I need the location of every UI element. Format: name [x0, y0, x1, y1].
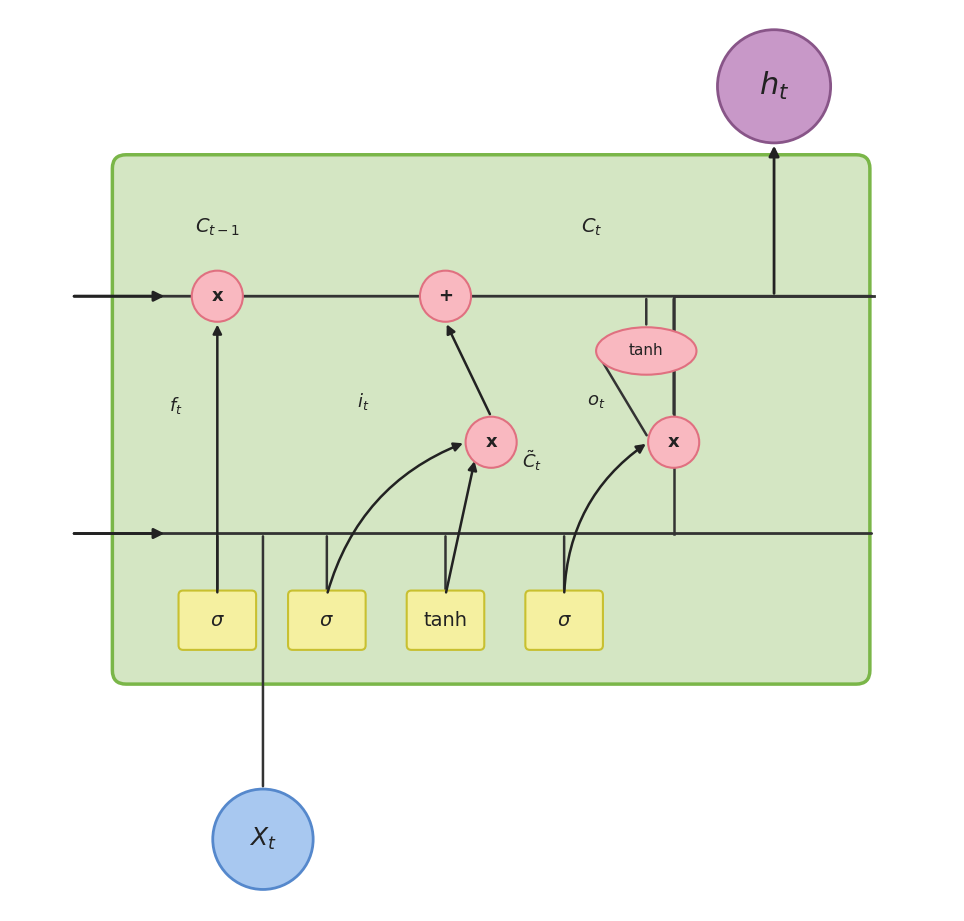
Text: $o_t$: $o_t$ [587, 392, 605, 410]
Text: $\tilde{C}_t$: $\tilde{C}_t$ [522, 449, 542, 472]
Text: $\sigma$: $\sigma$ [210, 611, 225, 630]
Text: x: x [211, 287, 223, 305]
Text: x: x [668, 433, 680, 451]
Text: +: + [438, 287, 453, 305]
Text: tanh: tanh [629, 344, 663, 358]
Text: $\sigma$: $\sigma$ [319, 611, 335, 630]
Text: tanh: tanh [423, 611, 468, 630]
Text: $C_t$: $C_t$ [581, 217, 602, 239]
Text: $X_t$: $X_t$ [249, 826, 277, 852]
Ellipse shape [596, 327, 696, 375]
Text: $h_t$: $h_t$ [759, 70, 790, 102]
Text: $f_t$: $f_t$ [170, 395, 183, 416]
Circle shape [420, 271, 471, 321]
Text: $i_t$: $i_t$ [358, 391, 369, 412]
Text: x: x [485, 433, 496, 451]
FancyBboxPatch shape [178, 590, 256, 650]
Text: $\sigma$: $\sigma$ [557, 611, 572, 630]
Circle shape [466, 416, 517, 468]
Circle shape [648, 416, 699, 468]
Circle shape [717, 29, 831, 143]
Circle shape [192, 271, 243, 321]
FancyBboxPatch shape [407, 590, 484, 650]
Text: $C_{t-1}$: $C_{t-1}$ [195, 217, 240, 239]
Circle shape [213, 789, 313, 890]
FancyBboxPatch shape [113, 155, 870, 684]
FancyBboxPatch shape [288, 590, 365, 650]
FancyBboxPatch shape [525, 590, 602, 650]
